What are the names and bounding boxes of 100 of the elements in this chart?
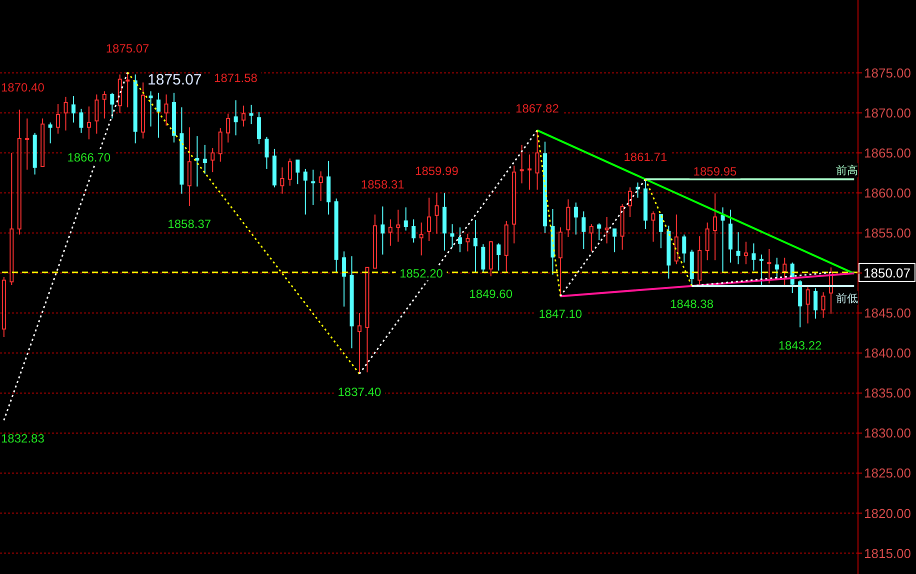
candlestick [342, 250, 346, 308]
candlestick [412, 218, 416, 244]
candlestick [396, 209, 400, 242]
annotation: 1832.83 [1, 431, 45, 446]
candlestick [257, 112, 262, 145]
y-tick-label: 1860.00 [864, 186, 911, 201]
candlestick [234, 100, 238, 136]
candlestick [651, 210, 656, 242]
candlestick [821, 292, 826, 318]
annotation: 1837.40 [338, 384, 382, 399]
candlestick [752, 242, 756, 272]
annotation: 1843.22 [778, 338, 822, 352]
candlestick [450, 224, 454, 248]
candlestick [311, 169, 316, 206]
candlestick [481, 244, 486, 274]
candlestick [658, 214, 663, 249]
annotation: 1849.60 [469, 287, 513, 302]
candlestick [628, 186, 632, 218]
candlestick [242, 105, 246, 127]
candlestick [380, 206, 385, 256]
annotation: 1859.95 [693, 164, 738, 178]
candlestick [195, 136, 200, 188]
candlestick [164, 94, 168, 126]
candlestick [25, 118, 30, 170]
annotation: 1852.20 [400, 266, 444, 280]
ref-line-label: 1850.07 [864, 265, 910, 280]
y-tick-label: 1865.00 [864, 146, 911, 161]
candlestick [612, 228, 617, 253]
candlestick [473, 220, 478, 274]
annotation: 1875.07 [148, 71, 202, 88]
candlestick [126, 72, 130, 108]
annotation: 1848.38 [670, 296, 714, 311]
candlestick [589, 224, 594, 252]
annotation: 1847.10 [538, 307, 582, 322]
candlestick [713, 192, 718, 261]
candlestick [806, 285, 810, 324]
candlestick [520, 144, 524, 184]
y-tick-label: 1870.00 [864, 105, 911, 120]
candlestick [404, 206, 408, 232]
candlestick [419, 222, 424, 256]
candlestick [528, 154, 532, 190]
candlestick [56, 104, 60, 134]
candlestick [535, 130, 540, 190]
annotation: 1875.07 [106, 41, 150, 56]
candlestick [574, 202, 578, 236]
candlestick [458, 226, 462, 253]
candlestick [604, 216, 609, 244]
candlestick [767, 248, 772, 284]
series-label: 前低 [836, 292, 858, 305]
candlestick [434, 192, 439, 234]
candlestick [682, 234, 686, 264]
annotation: 1859.99 [415, 164, 459, 178]
candlestick [427, 197, 432, 242]
annotation: 1861.71 [624, 150, 668, 164]
candlestick [466, 233, 470, 252]
candlestick [280, 166, 284, 194]
candlestick [318, 170, 323, 202]
candlestick [110, 92, 114, 119]
candlestick [582, 210, 586, 250]
candlestick [156, 92, 161, 138]
y-tick-label: 1820.00 [864, 506, 911, 521]
candlestick [597, 222, 602, 241]
candlestick [759, 254, 764, 288]
candlestick [736, 232, 740, 265]
series-label: 前高 [836, 164, 858, 178]
candlestick [148, 90, 153, 127]
candlestick [288, 158, 292, 186]
candlestick [48, 122, 52, 144]
candlestick [72, 96, 76, 123]
annotation: 1867.82 [516, 101, 560, 116]
annotation: 1858.31 [360, 177, 405, 192]
candlestick [226, 113, 230, 143]
candlestick [358, 312, 362, 374]
candlestick [210, 148, 215, 173]
candlestick [86, 106, 91, 140]
candlestick [202, 144, 207, 174]
candlestick [264, 136, 269, 170]
candlestick [94, 94, 99, 134]
candlestick [705, 222, 710, 261]
y-tick-label: 1830.00 [864, 426, 911, 441]
candlestick [303, 168, 308, 216]
candlestick [814, 288, 818, 320]
candlestick [388, 218, 392, 246]
annotation: 1870.40 [1, 80, 45, 95]
candlestick [218, 128, 222, 162]
candlestick [720, 206, 725, 274]
candlestick [102, 90, 106, 119]
y-tick-label: 1855.00 [864, 226, 911, 241]
annotation: 1858.37 [168, 216, 212, 231]
y-tick-label: 1875.00 [864, 65, 911, 80]
y-tick-label: 1840.00 [864, 346, 911, 361]
y-tick-label: 1835.00 [864, 386, 911, 401]
y-tick-label: 1845.00 [864, 306, 911, 321]
candlestick [496, 242, 501, 272]
candlestick [744, 241, 748, 265]
annotation: 1866.70 [67, 150, 111, 164]
candlestick [566, 198, 570, 238]
candlestick [774, 257, 779, 280]
candlestick [64, 96, 68, 131]
candlestick [79, 108, 84, 134]
